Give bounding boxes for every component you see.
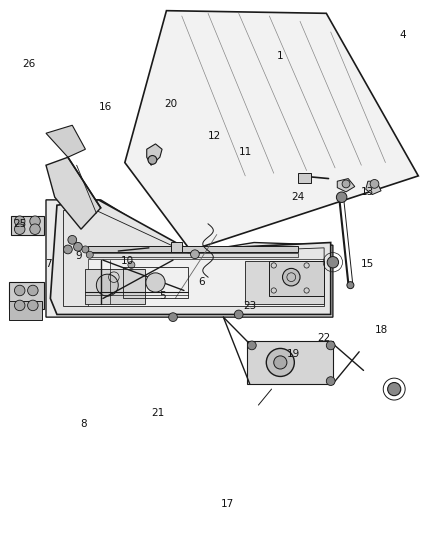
Polygon shape [125, 11, 418, 251]
Circle shape [30, 224, 40, 235]
Circle shape [326, 377, 335, 385]
Text: 25: 25 [13, 219, 26, 229]
Polygon shape [88, 253, 298, 257]
Text: 15: 15 [361, 259, 374, 269]
Polygon shape [9, 282, 44, 309]
Polygon shape [247, 341, 333, 384]
Circle shape [327, 256, 339, 268]
Polygon shape [88, 259, 324, 306]
Circle shape [336, 192, 347, 203]
Polygon shape [46, 125, 85, 157]
Text: 10: 10 [120, 256, 134, 266]
Text: 1: 1 [277, 51, 284, 61]
Text: 11: 11 [239, 147, 252, 157]
Polygon shape [85, 269, 145, 304]
Text: 18: 18 [374, 326, 388, 335]
Circle shape [28, 300, 38, 311]
Text: 17: 17 [221, 499, 234, 508]
Circle shape [64, 245, 72, 254]
Polygon shape [46, 200, 333, 317]
Circle shape [30, 216, 40, 227]
Polygon shape [88, 246, 298, 252]
Polygon shape [50, 200, 331, 314]
Circle shape [14, 285, 25, 296]
Circle shape [28, 285, 38, 296]
Polygon shape [337, 179, 355, 192]
Text: 8: 8 [80, 419, 87, 429]
Bar [171, 242, 182, 252]
Circle shape [96, 274, 118, 296]
Text: 24: 24 [291, 192, 304, 202]
Text: 16: 16 [99, 102, 112, 111]
Circle shape [14, 216, 25, 227]
Text: 23: 23 [243, 302, 256, 311]
Polygon shape [366, 181, 381, 195]
Polygon shape [147, 144, 162, 165]
Text: 5: 5 [159, 291, 166, 301]
Text: 9: 9 [75, 251, 82, 261]
Bar [298, 173, 311, 183]
Text: 4: 4 [399, 30, 406, 39]
Circle shape [266, 349, 294, 376]
Text: 21: 21 [151, 408, 164, 418]
Polygon shape [46, 157, 101, 229]
Circle shape [388, 383, 401, 395]
Circle shape [326, 341, 335, 350]
Circle shape [128, 261, 135, 269]
Circle shape [247, 341, 256, 350]
Circle shape [342, 180, 350, 188]
Circle shape [347, 281, 354, 289]
Circle shape [370, 180, 379, 188]
Circle shape [148, 156, 157, 164]
Polygon shape [269, 261, 324, 296]
Circle shape [146, 273, 165, 292]
Circle shape [74, 243, 82, 251]
Circle shape [14, 224, 25, 235]
Circle shape [169, 313, 177, 321]
Text: 20: 20 [164, 99, 177, 109]
Text: 12: 12 [208, 131, 221, 141]
Circle shape [14, 300, 25, 311]
Polygon shape [11, 216, 44, 235]
Circle shape [82, 246, 89, 253]
Text: 6: 6 [198, 278, 205, 287]
Circle shape [274, 356, 287, 369]
Text: 13: 13 [361, 187, 374, 197]
Text: 22: 22 [318, 334, 331, 343]
Text: 26: 26 [22, 59, 35, 69]
Text: 19: 19 [287, 350, 300, 359]
Circle shape [191, 250, 199, 259]
Circle shape [86, 251, 93, 259]
Polygon shape [245, 261, 324, 304]
Circle shape [283, 269, 300, 286]
Circle shape [68, 236, 77, 244]
Circle shape [234, 310, 243, 319]
Text: 7: 7 [45, 259, 52, 269]
Polygon shape [9, 301, 42, 320]
